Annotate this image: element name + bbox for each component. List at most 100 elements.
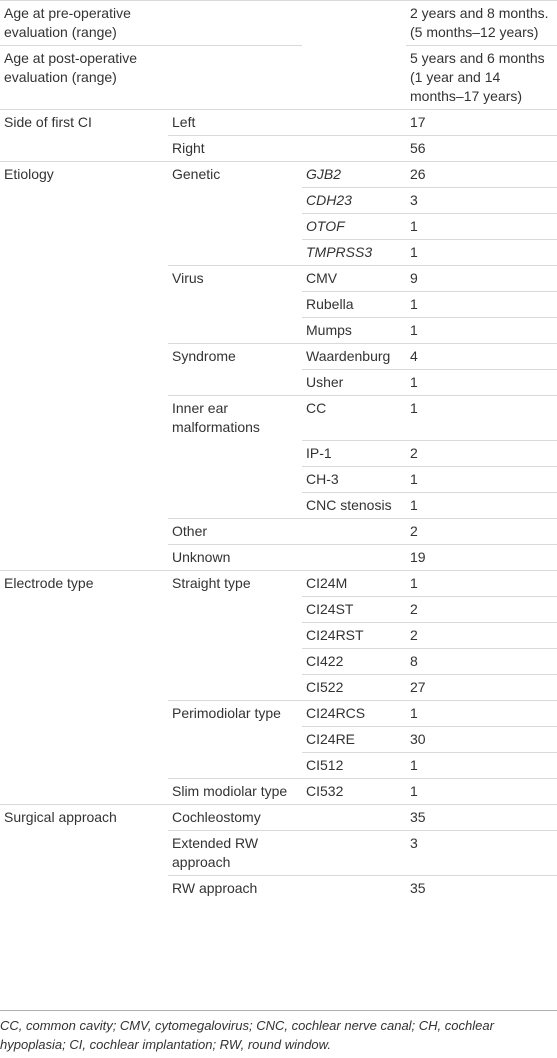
table-cell-c2 — [168, 370, 302, 396]
table-cell-c2 — [168, 674, 302, 700]
table-cell-c2: Extended RW approach — [168, 829, 302, 875]
table-cell-c4: 27 — [406, 673, 557, 700]
table-cell-c1: Electrode type — [0, 569, 168, 596]
table-footnote: CC, common cavity; CMV, cytomegalovirus;… — [0, 1018, 494, 1052]
table-row: CH-3 1 — [0, 465, 557, 492]
table-row: Usher 1 — [0, 369, 557, 396]
table-row: CI24RST 2 — [0, 621, 557, 648]
table-cell-c4: 1 — [406, 699, 557, 726]
table-cell-c4: 1 — [406, 369, 557, 396]
table-cell-c2 — [168, 440, 302, 466]
demographics-table-container: Age at pre-operative evaluation (range) 2… — [0, 0, 557, 901]
table-cell-c3 — [302, 874, 406, 901]
table-cell-c3: CI422 — [302, 647, 406, 674]
table-cell-c1 — [0, 240, 168, 266]
table-cell-c4: 1 — [406, 317, 557, 344]
table-cell-c2 — [168, 214, 302, 240]
table-cell-c3 — [302, 135, 406, 162]
table-cell-c3: CI24RE — [302, 725, 406, 752]
table-cell-c3: TMPRSS3 — [302, 239, 406, 266]
table-cell-c3: IP-1 — [302, 439, 406, 466]
table-cell-c1 — [0, 370, 168, 396]
table-cell-c2 — [168, 292, 302, 318]
table-row: CNC stenosis 1 — [0, 491, 557, 518]
table-cell-c1 — [0, 648, 168, 674]
table-cell-c1 — [0, 492, 168, 518]
table-cell-c1: Side of first CI — [0, 109, 168, 136]
table-cell-c2: Inner ear malformations — [168, 395, 302, 440]
table-cell-c2: Left — [168, 109, 302, 136]
table-cell-c4: 2 — [406, 517, 557, 544]
table-cell-c2 — [168, 648, 302, 674]
table-cell-c4: 1 — [406, 465, 557, 492]
table-cell-c1: Age at post-operative evaluation (range) — [0, 45, 168, 110]
table-cell-c3: CH-3 — [302, 465, 406, 492]
table-cell-c3: CMV — [302, 265, 406, 292]
table-cell-c3: CI24RST — [302, 621, 406, 648]
table-cell-c4: 1 — [406, 395, 557, 440]
table-row: Electrode type Straight type CI24M 1 — [0, 569, 557, 596]
table-cell-c1 — [0, 752, 168, 778]
table-cell-c3: CC — [302, 395, 406, 440]
table-row: Mumps 1 — [0, 317, 557, 344]
table-cell-c4: 5 years and 6 months (1 year and 14 mont… — [406, 45, 557, 110]
table-cell-c3: Mumps — [302, 317, 406, 344]
table-cell-c2 — [168, 0, 302, 46]
table-cell-c1 — [0, 440, 168, 466]
table-cell-c3 — [302, 1, 406, 46]
table-cell-c2 — [168, 188, 302, 214]
table-cell-c4: 30 — [406, 725, 557, 752]
table-cell-c2: Syndrome — [168, 343, 302, 370]
table-row: TMPRSS3 1 — [0, 239, 557, 266]
table-cell-c3: CDH23 — [302, 187, 406, 214]
table-cell-c1 — [0, 622, 168, 648]
table-row: Extended RW approach 3 — [0, 829, 557, 875]
table-cell-c1 — [0, 136, 168, 162]
table-cell-c1 — [0, 596, 168, 622]
table-cell-c4: 26 — [406, 161, 557, 188]
table-cell-c4: 2 — [406, 595, 557, 622]
table-cell-c4: 9 — [406, 265, 557, 292]
table-cell-c1 — [0, 778, 168, 804]
table-row: RW approach 35 — [0, 874, 557, 901]
table-cell-c3: Rubella — [302, 291, 406, 318]
table-cell-c2: RW approach — [168, 874, 302, 901]
table-cell-c2 — [168, 622, 302, 648]
table-row: CDH23 3 — [0, 187, 557, 214]
table-cell-c2: Slim modiolar type — [168, 777, 302, 804]
table-cell-c1 — [0, 188, 168, 214]
table-cell-c3: OTOF — [302, 213, 406, 240]
table-cell-c4: 17 — [406, 109, 557, 136]
table-row: CI422 8 — [0, 647, 557, 674]
table-cell-c2: Right — [168, 135, 302, 162]
table-row: Unknown 19 — [0, 543, 557, 570]
table-cell-c3: CI24M — [302, 569, 406, 596]
table-cell-c3 — [302, 543, 406, 570]
table-row: Perimodiolar type CI24RCS 1 — [0, 699, 557, 726]
table-row: CI24ST 2 — [0, 595, 557, 622]
table-cell-c4: 1 — [406, 491, 557, 518]
table-row: Surgical approach Cochleostomy 35 — [0, 803, 557, 830]
table-cell-c4: 1 — [406, 239, 557, 266]
table-cell-c3 — [302, 803, 406, 830]
table-cell-c3: Waardenburg — [302, 343, 406, 370]
table-row: Inner ear malformations CC 1 — [0, 395, 557, 440]
table-cell-c3 — [302, 46, 406, 110]
table-cell-c2 — [168, 492, 302, 518]
table-row: Virus CMV 9 — [0, 265, 557, 292]
table-row: Slim modiolar type CI532 1 — [0, 777, 557, 804]
table-cell-c3: CI24ST — [302, 595, 406, 622]
table-cell-c4: 1 — [406, 291, 557, 318]
table-row: CI522 27 — [0, 673, 557, 700]
table-cell-c2: Straight type — [168, 569, 302, 596]
table-cell-c2 — [168, 752, 302, 778]
table-cell-c4: 56 — [406, 135, 557, 162]
table-cell-c3: CI532 — [302, 777, 406, 804]
table-row: CI24RE 30 — [0, 725, 557, 752]
table-cell-c2: Unknown — [168, 543, 302, 570]
table-cell-c4: 8 — [406, 647, 557, 674]
table-cell-c2 — [168, 45, 302, 110]
table-cell-c2 — [168, 466, 302, 492]
table-cell-c2 — [168, 318, 302, 344]
table-row: IP-1 2 — [0, 439, 557, 466]
